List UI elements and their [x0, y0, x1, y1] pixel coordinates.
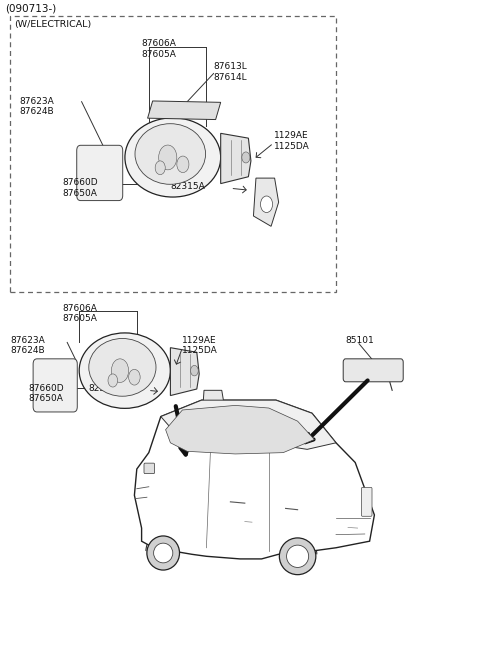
FancyBboxPatch shape: [361, 487, 372, 516]
Polygon shape: [148, 101, 221, 119]
Circle shape: [108, 374, 118, 387]
Circle shape: [159, 145, 177, 170]
Bar: [10, 16, 336, 292]
Polygon shape: [161, 400, 336, 449]
Ellipse shape: [135, 124, 205, 184]
Polygon shape: [166, 405, 314, 454]
FancyBboxPatch shape: [77, 145, 123, 201]
Text: 1129AE
1125DA: 1129AE 1125DA: [182, 336, 218, 356]
Polygon shape: [134, 400, 374, 559]
Polygon shape: [221, 133, 251, 184]
Text: 87623A
87624B: 87623A 87624B: [19, 97, 54, 117]
Polygon shape: [253, 178, 278, 226]
Text: 87606A
87605A: 87606A 87605A: [142, 39, 177, 59]
Ellipse shape: [125, 118, 221, 197]
Text: 82315A: 82315A: [170, 182, 205, 191]
Ellipse shape: [79, 333, 170, 408]
FancyBboxPatch shape: [144, 463, 155, 474]
Ellipse shape: [89, 338, 156, 396]
Text: 87613L
87614L: 87613L 87614L: [214, 62, 247, 82]
Text: 87623A
87624B: 87623A 87624B: [11, 336, 45, 356]
Text: 1129AE
1125DA: 1129AE 1125DA: [274, 131, 309, 151]
Circle shape: [242, 152, 250, 163]
Circle shape: [191, 365, 198, 376]
Text: 87606A
87605A: 87606A 87605A: [62, 304, 97, 323]
Ellipse shape: [154, 543, 173, 563]
FancyBboxPatch shape: [343, 359, 403, 382]
Circle shape: [177, 156, 189, 173]
Circle shape: [208, 407, 220, 423]
Polygon shape: [170, 348, 199, 396]
Text: 82315A: 82315A: [89, 384, 123, 393]
Text: 87660D
87650A: 87660D 87650A: [29, 384, 64, 403]
Circle shape: [111, 359, 129, 382]
Circle shape: [155, 161, 165, 174]
Ellipse shape: [279, 538, 316, 575]
Text: 87660D
87650A: 87660D 87650A: [62, 178, 98, 198]
Circle shape: [261, 196, 273, 213]
Text: 85101: 85101: [346, 336, 374, 345]
Text: (W/ELECTRICAL): (W/ELECTRICAL): [14, 20, 92, 29]
FancyBboxPatch shape: [33, 359, 77, 412]
Polygon shape: [202, 390, 226, 436]
Text: (090713-): (090713-): [5, 3, 56, 13]
Ellipse shape: [147, 536, 180, 570]
Ellipse shape: [287, 545, 309, 567]
Circle shape: [129, 369, 140, 385]
